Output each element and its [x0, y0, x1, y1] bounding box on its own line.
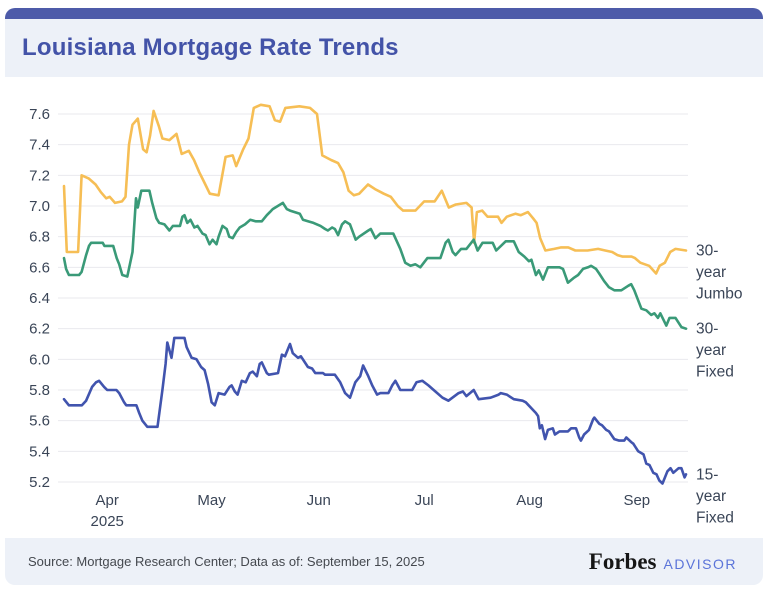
- series-label-30-year-jumbo: Jumbo: [696, 285, 743, 302]
- x-tick-label: Jul: [415, 492, 434, 509]
- y-tick-label: 5.6: [29, 413, 50, 430]
- series-label-30-year-fixed: year: [696, 342, 726, 359]
- x-tick-label: Aug: [516, 492, 543, 509]
- series-label-30-year-fixed: 30-: [696, 321, 718, 338]
- y-tick-label: 5.2: [29, 474, 50, 491]
- header: Louisiana Mortgage Rate Trends: [5, 19, 763, 77]
- y-tick-label: 7.4: [29, 137, 50, 154]
- series-label-15-year-fixed: Fixed: [696, 509, 734, 526]
- y-tick-label: 7.0: [29, 198, 50, 215]
- x-tick-sublabel: 2025: [91, 513, 124, 530]
- x-tick-label: May: [197, 492, 226, 509]
- series-label-15-year-fixed: 15-: [696, 466, 718, 483]
- series-label-30-year-jumbo: year: [696, 264, 726, 281]
- chart-svg: 7.6 7.4 7.2 7.0 6.8 6.6 6.4 6.2 6.0 5.8 5.6 5.4 5.2 A…: [29, 103, 743, 530]
- y-tick-label: 5.8: [29, 382, 50, 399]
- y-tick-label: 7.6: [29, 106, 50, 123]
- y-tick-label: 5.4: [29, 443, 50, 460]
- series-label-30-year-jumbo: 30-: [696, 242, 718, 259]
- series-line-30-year-fixed: [62, 189, 688, 330]
- series-label-30-year-fixed: Fixed: [696, 364, 734, 381]
- series-line-15-year-fixed: [62, 336, 688, 485]
- page-title: Louisiana Mortgage Rate Trends: [22, 34, 399, 61]
- x-tick-label: Apr: [96, 492, 119, 509]
- chart: 7.6 7.4 7.2 7.0 6.8 6.6 6.4 6.2 6.0 5.8 5.6 5.4 5.2 A…: [5, 77, 763, 538]
- series-label-15-year-fixed: year: [696, 488, 726, 505]
- footer: Source: Mortgage Research Center; Data a…: [5, 538, 763, 585]
- x-tick-label: Jun: [307, 492, 331, 509]
- y-tick-label: 6.8: [29, 229, 50, 246]
- y-tick-label: 6.6: [29, 259, 50, 276]
- y-tick-label: 6.2: [29, 321, 50, 338]
- y-tick-label: 6.0: [29, 351, 50, 368]
- y-tick-label: 7.2: [29, 167, 50, 184]
- source-text: Source: Mortgage Research Center; Data a…: [28, 554, 425, 569]
- forbes-wordmark: Forbes: [588, 548, 657, 574]
- advisor-label: ADVISOR: [663, 555, 737, 572]
- x-tick-label: Sep: [623, 492, 650, 509]
- y-tick-label: 6.4: [29, 290, 50, 307]
- chart-card: Louisiana Mortgage Rate Trends 7.6 7.4 7.2…: [5, 8, 763, 585]
- brand-logo: Forbes ADVISOR: [589, 549, 737, 575]
- accent-bar: [5, 8, 763, 19]
- series-line-30-year-jumbo: [62, 103, 688, 275]
